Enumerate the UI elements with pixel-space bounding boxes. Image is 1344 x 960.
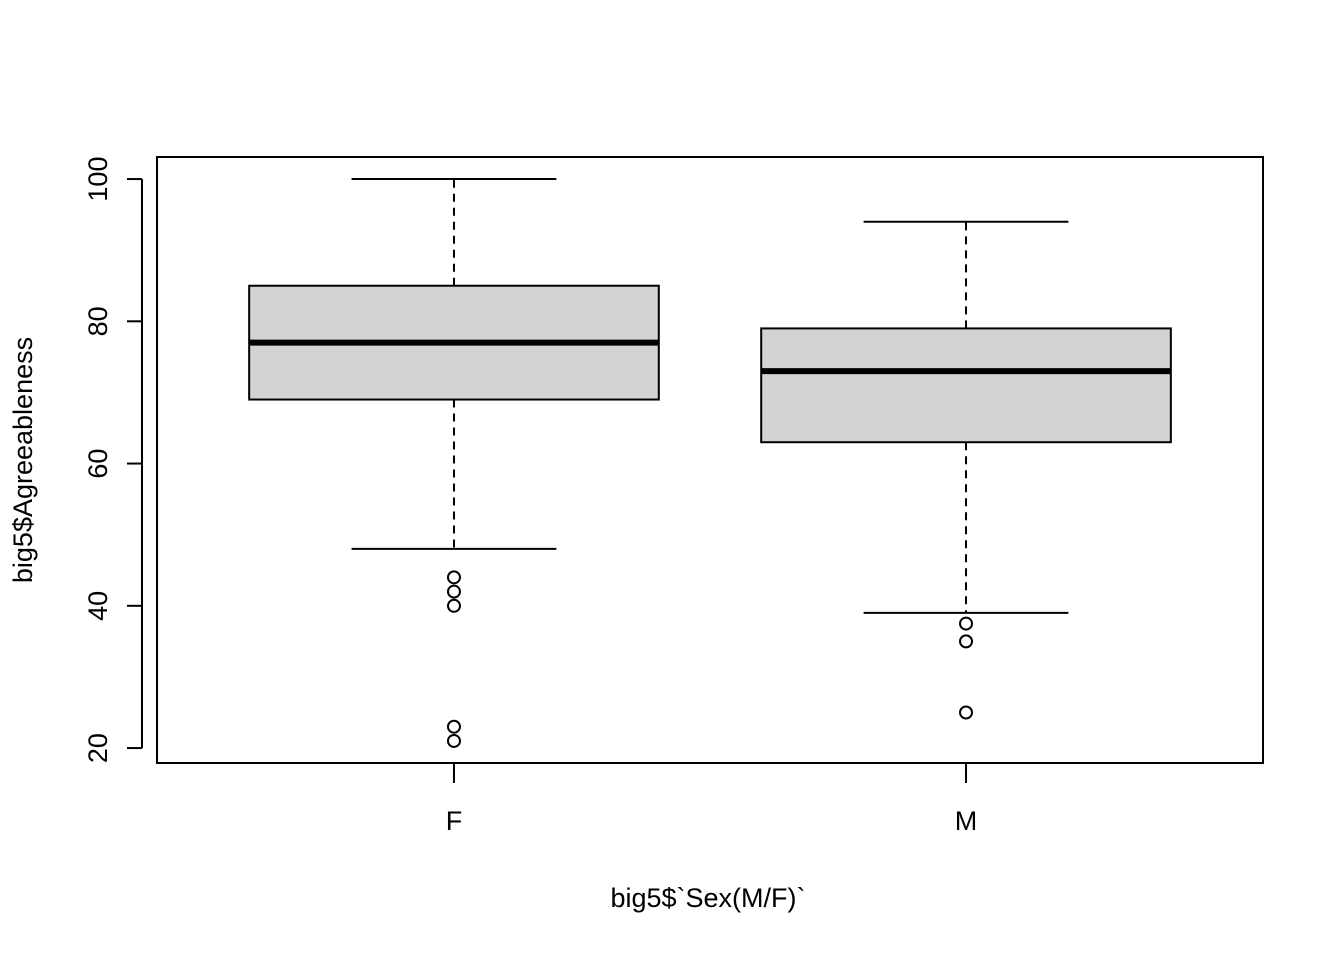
y-tick-label: 40 — [83, 591, 113, 621]
outlier — [446, 733, 461, 748]
y-tick-label: 80 — [83, 306, 113, 336]
y-tick-label: 20 — [83, 733, 113, 763]
outlier — [446, 570, 461, 585]
outlier — [446, 598, 461, 613]
outlier — [959, 705, 974, 720]
y-tick-label: 100 — [83, 157, 113, 202]
y-tick-label: 60 — [83, 449, 113, 479]
outlier — [959, 616, 974, 631]
x-axis-label: big5$`Sex(M/F)` — [610, 883, 805, 913]
outlier — [446, 584, 461, 599]
outlier — [959, 634, 974, 649]
y-axis-label: big5$Agreeableness — [8, 337, 38, 583]
x-tick-label: M — [955, 806, 978, 836]
outlier — [446, 719, 461, 734]
x-tick-label: F — [446, 806, 463, 836]
plot-frame — [156, 156, 1264, 764]
box — [760, 327, 1172, 444]
